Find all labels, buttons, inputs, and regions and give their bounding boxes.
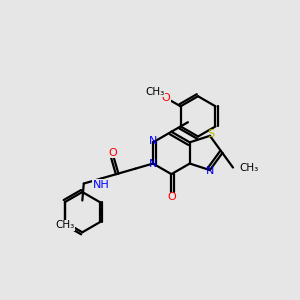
Text: N: N	[206, 166, 214, 176]
Text: O: O	[108, 148, 117, 158]
Text: N: N	[148, 159, 157, 170]
Text: NH: NH	[93, 180, 110, 190]
Text: CH₃: CH₃	[239, 163, 259, 172]
Text: CH₃: CH₃	[146, 86, 165, 97]
Text: O: O	[161, 93, 170, 103]
Text: N: N	[148, 136, 157, 146]
Text: S: S	[208, 129, 215, 139]
Text: O: O	[167, 193, 176, 202]
Text: CH₃: CH₃	[55, 220, 74, 230]
